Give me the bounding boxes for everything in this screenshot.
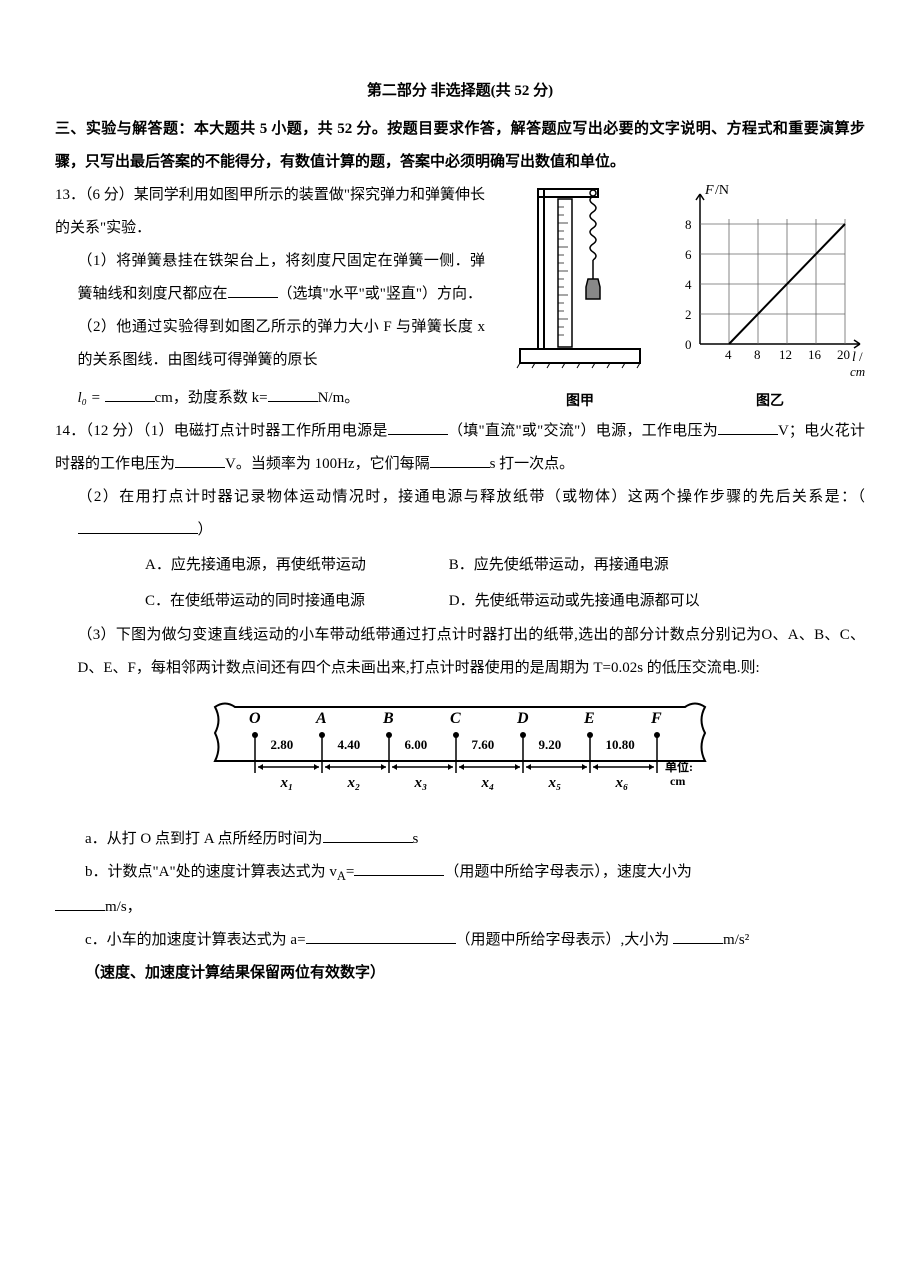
q14-p2-end: ） <box>198 522 213 538</box>
svg-text:16: 16 <box>808 347 822 362</box>
q14-b3: （用题中所给字母表示），速度大小为 <box>444 864 692 880</box>
q14-sub-b: b．计数点"A"处的速度计算表达式为 vA= （用题中所给字母表示），速度大小为 <box>55 856 865 891</box>
blank-field[interactable] <box>673 929 723 944</box>
svg-text:C: C <box>450 710 461 727</box>
q14-p1b: （填"直流"或"交流"）电源，工作电压为 <box>448 423 718 439</box>
blank-field[interactable] <box>78 519 198 534</box>
q14-sub-b2: m/s， <box>55 891 865 924</box>
q13-figures: 图甲 F/N 8 6 4 2 0 4 8 <box>495 179 875 412</box>
svg-text:0: 0 <box>685 337 692 352</box>
blank-field[interactable] <box>55 896 105 911</box>
svg-text:7.60: 7.60 <box>472 737 495 752</box>
svg-text:10.80: 10.80 <box>606 737 635 752</box>
fig2-label: 图乙 <box>665 392 875 412</box>
svg-text:O: O <box>249 710 261 727</box>
svg-text:x₁: x₁ <box>280 775 294 791</box>
q14-prefix: 14．（12 分）（1）电磁打点计时器工作所用电源是 <box>55 423 388 439</box>
blank-field[interactable] <box>105 387 155 402</box>
svg-text:cm: cm <box>850 364 865 379</box>
svg-text:x₃: x₃ <box>414 775 428 791</box>
q13-p2-text-a: （2）他通过实验得到如图乙所示的弹力大小 F 与弹簧长度 x 的关系图线．由图线… <box>78 319 486 368</box>
svg-text:4: 4 <box>725 347 732 362</box>
q13-l0: l₀ = <box>78 390 105 406</box>
svg-text:x₄: x₄ <box>481 775 495 791</box>
svg-text:2.80: 2.80 <box>271 737 294 752</box>
q14-p1d: V。当频率为 100Hz，它们每隔 <box>225 456 430 472</box>
blank-field[interactable] <box>306 929 456 944</box>
q13-p2-nm: N/m。 <box>318 390 360 406</box>
blank-field[interactable] <box>388 420 448 435</box>
q14-sub-a: a．从打 O 点到打 A 点所经历时间为 s <box>55 823 865 856</box>
q14-note: （速度、加速度计算结果保留两位有效数字） <box>55 957 865 990</box>
svg-text:6: 6 <box>685 247 692 262</box>
q13-part1: （1）将弹簧悬挂在铁架台上，将刻度尺固定在弹簧一侧．弹簧轴线和刻度尺都应在（选填… <box>55 245 485 311</box>
svg-text:单位:: 单位: <box>665 759 693 774</box>
graph-svg: F/N 8 6 4 2 0 4 8 12 16 20 l / cm <box>665 179 875 379</box>
svg-text:D: D <box>516 710 529 727</box>
svg-text:8: 8 <box>685 217 692 232</box>
q14-b1: b．计数点"A"处的速度计算表达式为 v <box>85 864 337 880</box>
choice-b: B．应先使纸带运动，再接通电源 <box>449 547 669 583</box>
section-3-header: 三、实验与解答题：本大题共 5 小题，共 52 分。按题目要求作答，解答题应写出… <box>55 113 865 179</box>
choice-d: D．先使纸带运动或先接通电源都可以 <box>449 583 700 619</box>
svg-text:x₂: x₂ <box>347 775 361 791</box>
svg-text:cm: cm <box>670 774 685 788</box>
q14-choices: A．应先接通电源，再使纸带运动 B．应先使纸带运动，再接通电源 C．在使纸带运动… <box>55 547 865 619</box>
q14-sub-c: c．小车的加速度计算表达式为 a= （用题中所给字母表示）,大小为 m/s² <box>55 924 865 957</box>
q14-part3: （3）下图为做匀变速直线运动的小车带动纸带通过打点计时器打出的纸带,选出的部分计… <box>55 619 865 685</box>
part-title: 第二部分 非选择题(共 52 分) <box>55 75 865 108</box>
fig1-label: 图甲 <box>495 392 665 412</box>
svg-text:/: / <box>859 349 863 364</box>
q13-p2-cm: cm，劲度系数 k= <box>155 390 268 406</box>
figure-graph: F/N 8 6 4 2 0 4 8 12 16 20 l / cm 图乙 <box>665 179 875 412</box>
apparatus-svg <box>500 179 660 379</box>
q13-p1-text-b: （选填"水平"或"竖直"）方向． <box>278 286 483 302</box>
question-13: 13．（6 分）某同学利用如图甲所示的装置做"探究弹力和弹簧伸长的关系"实验． … <box>55 179 865 415</box>
blank-field[interactable] <box>228 283 278 298</box>
q14-a2: s <box>413 831 419 847</box>
svg-text:x₅: x₅ <box>548 775 562 791</box>
q14-b2: = <box>346 864 354 880</box>
q14-c1: c．小车的加速度计算表达式为 a= <box>85 932 306 948</box>
q14-part2: （2）在用打点计时器记录物体运动情况时，接通电源与释放纸带（或物体）这两个操作步… <box>55 481 865 547</box>
svg-text:x₆: x₆ <box>615 775 629 791</box>
svg-text:20: 20 <box>837 347 850 362</box>
tape-figure: O A B C D E F 2.80 x₁ 4.40 x₂ 6.00 x₃ 7.60 x₄ 9.20 x₅ 10.… <box>55 695 865 813</box>
q14-p1e: s 打一次点。 <box>490 456 575 472</box>
question-14: 14．（12 分）（1）电磁打点计时器工作所用电源是 （填"直流"或"交流"）电源… <box>55 415 865 990</box>
svg-text:12: 12 <box>779 347 792 362</box>
blank-field[interactable] <box>268 387 318 402</box>
q14-c3: m/s² <box>723 932 749 948</box>
q14-c2: （用题中所给字母表示）,大小为 <box>456 932 674 948</box>
svg-text:8: 8 <box>754 347 761 362</box>
svg-text:2: 2 <box>685 307 692 322</box>
svg-text:E: E <box>583 710 595 727</box>
q14-p2: （2）在用打点计时器记录物体运动情况时，接通电源与释放纸带（或物体）这两个操作步… <box>78 489 866 505</box>
q13-part2: （2）他通过实验得到如图乙所示的弹力大小 F 与弹簧长度 x 的关系图线．由图线… <box>55 311 485 377</box>
blank-field[interactable] <box>430 453 490 468</box>
svg-text:B: B <box>382 710 394 727</box>
svg-text:l: l <box>852 350 856 365</box>
svg-text:/N: /N <box>715 183 729 198</box>
q14-bA: A <box>337 869 346 883</box>
svg-text:A: A <box>315 710 327 727</box>
blank-field[interactable] <box>718 420 778 435</box>
q13-intro: 13．（6 分）某同学利用如图甲所示的装置做"探究弹力和弹簧伸长的关系"实验． <box>55 179 485 245</box>
tape-svg: O A B C D E F 2.80 x₁ 4.40 x₂ 6.00 x₃ 7.60 x₄ 9.20 x₅ 10.… <box>200 695 720 800</box>
blank-field[interactable] <box>354 861 444 876</box>
q14-part1: 14．（12 分）（1）电磁打点计时器工作所用电源是 （填"直流"或"交流"）电源… <box>55 415 865 481</box>
svg-text:4: 4 <box>685 277 692 292</box>
q14-b4: m/s， <box>105 899 142 915</box>
q14-a1: a．从打 O 点到打 A 点所经历时间为 <box>85 831 323 847</box>
svg-text:F: F <box>650 710 662 727</box>
blank-field[interactable] <box>175 453 225 468</box>
svg-text:9.20: 9.20 <box>539 737 562 752</box>
figure-apparatus: 图甲 <box>495 179 665 412</box>
svg-text:4.40: 4.40 <box>338 737 361 752</box>
blank-field[interactable] <box>323 828 413 843</box>
choice-a: A．应先接通电源，再使纸带运动 <box>145 547 445 583</box>
svg-text:6.00: 6.00 <box>405 737 428 752</box>
svg-text:F: F <box>704 183 714 198</box>
choice-c: C．在使纸带运动的同时接通电源 <box>145 583 445 619</box>
